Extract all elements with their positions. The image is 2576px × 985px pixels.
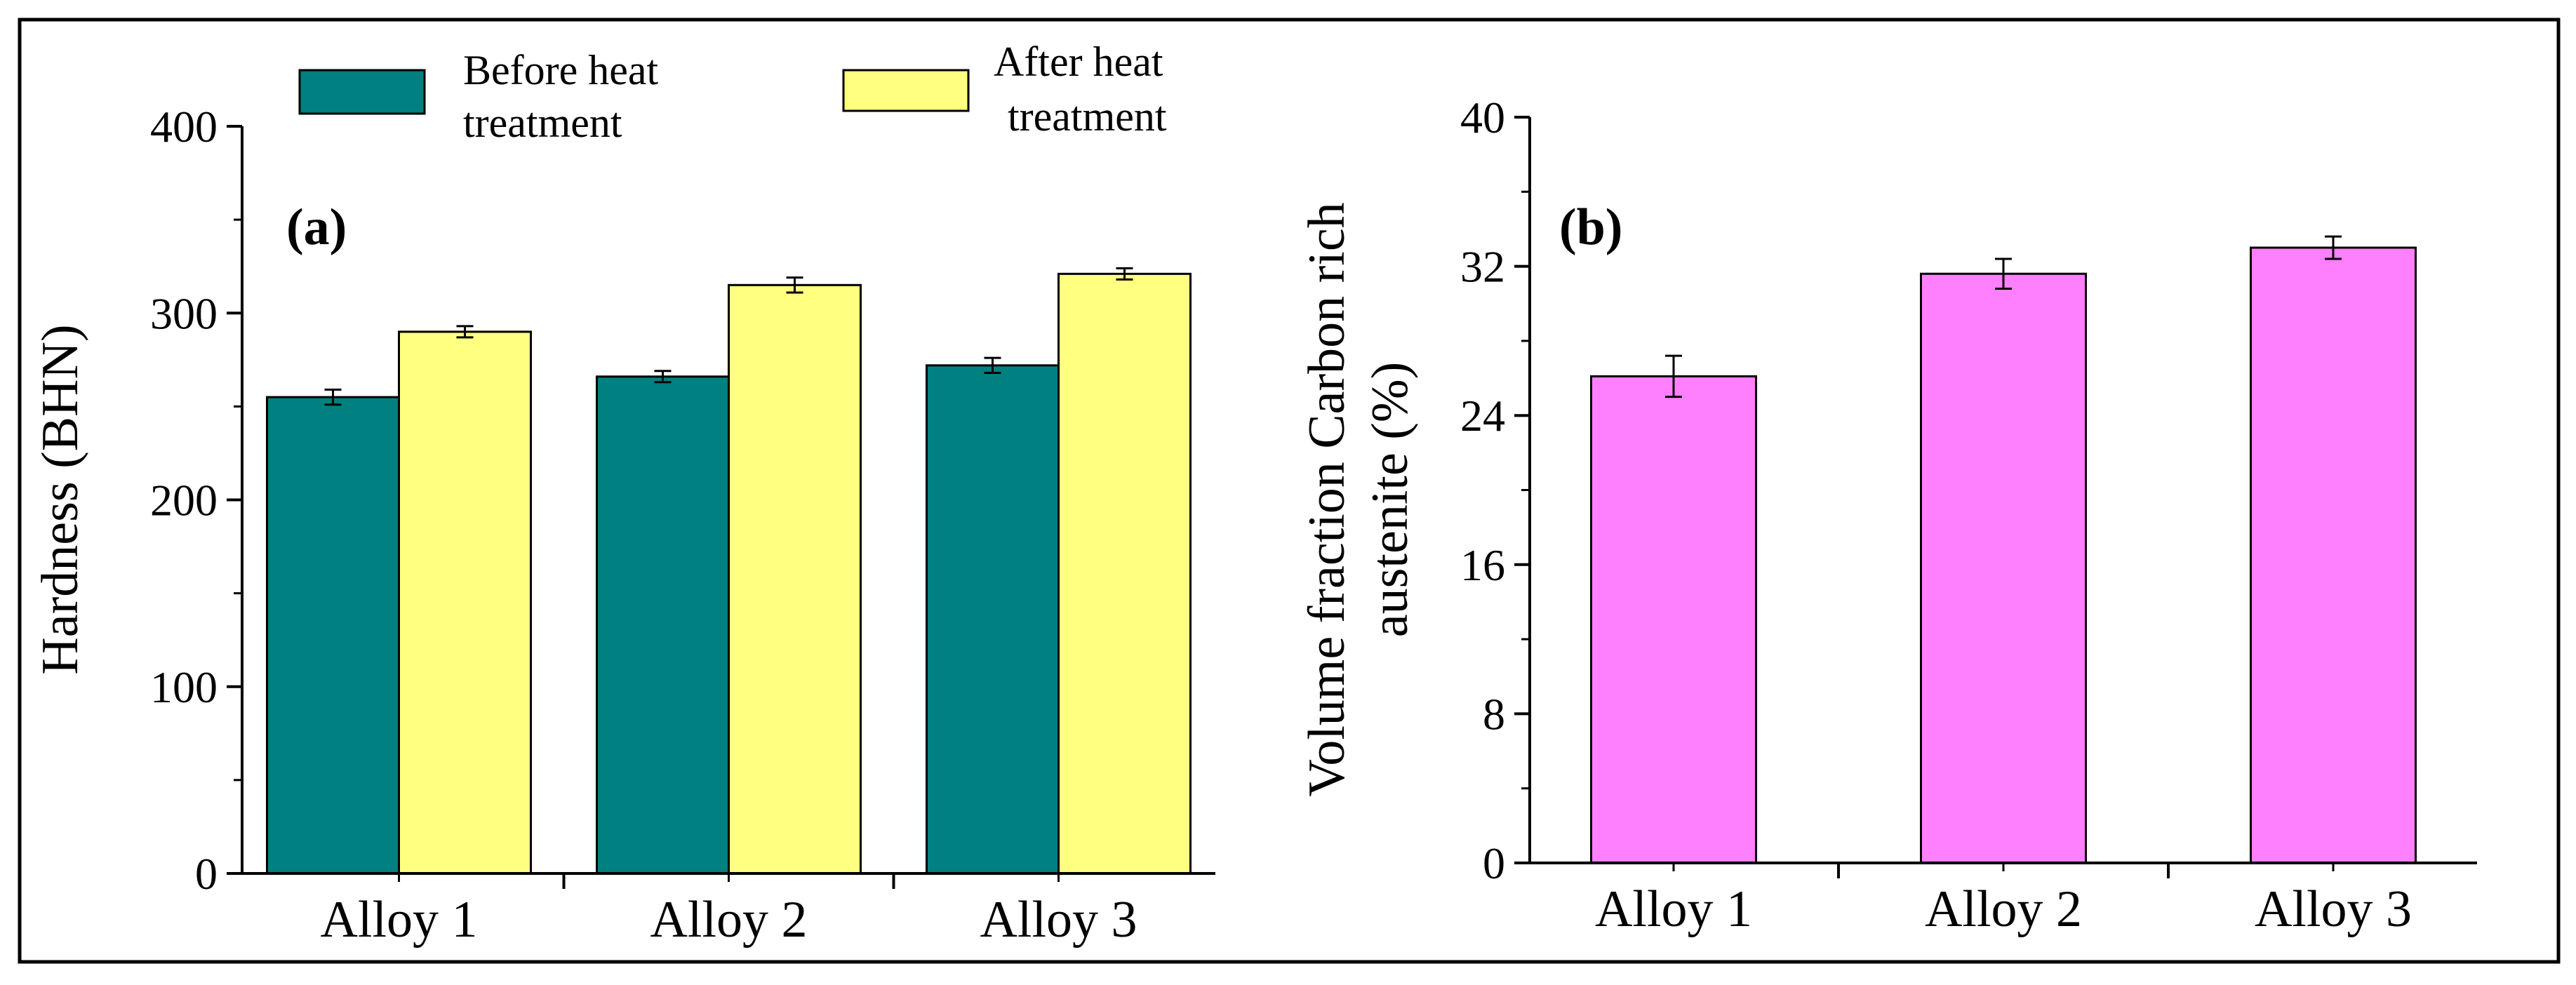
panel-a-error-bar-3-1 <box>984 356 1001 374</box>
legend-swatch-after <box>842 69 970 112</box>
panel-a-error-bar-2-1 <box>654 370 672 384</box>
legend-label-after-line2: treatment <box>1008 93 1167 140</box>
legend-label-after-line1: After heat <box>994 39 1163 85</box>
panel-b-error-bar-1-1 <box>1665 354 1682 398</box>
panel-a-error-bar-1-1 <box>324 388 342 406</box>
legend-label-before-line1: Before heat <box>463 47 659 93</box>
panel-b-axes: 0 8 16 24 32 40 Alloy 1 Alloy 2 Alloy 3 <box>1460 93 2477 938</box>
panel-a-axes: 0 100 200 300 400 Alloy 1 Alloy 2 Alloy 3 <box>150 102 1215 949</box>
panel-b-y-axis-title-line2: austenite (%) <box>1361 362 1419 637</box>
panel-a-error-bar-1-2 <box>456 325 474 339</box>
panel-a-y-tick-label: 400 <box>150 102 218 152</box>
panel-b-y-tick-label: 40 <box>1460 93 1505 142</box>
panel-a-category-label: Alloy 3 <box>980 891 1137 949</box>
panel-b-label: (b) <box>1559 199 1622 256</box>
panel-b-bar-3-1 <box>2250 246 2417 864</box>
panel-a-y-tick-label: 300 <box>150 288 218 338</box>
panel-b-y-tick-label: 16 <box>1460 540 1505 590</box>
panel-b-y-tick-label: 8 <box>1483 689 1505 739</box>
panel-a-error-bar-2-2 <box>786 276 803 294</box>
panel-a-bar-1-2 <box>398 330 532 875</box>
panel-a-category-label: Alloy 2 <box>650 891 807 949</box>
panel-b-category-label: Alloy 1 <box>1595 880 1752 938</box>
panel-a-label: (a) <box>286 199 347 256</box>
panel-a-y-tick-label: 100 <box>150 662 218 712</box>
panel-a-bar-2-2 <box>728 283 862 875</box>
chart-panel-a: 0 100 200 300 400 Alloy 1 Alloy 2 Alloy 3 (a) H… <box>32 39 1215 949</box>
legend-swatch-before <box>298 69 426 115</box>
panel-a-y-tick-label: 200 <box>150 476 218 525</box>
panel-b-y-tick-label: 32 <box>1460 242 1505 292</box>
panel-a-bar-1-1 <box>266 396 400 875</box>
panel-b-y-tick-label: 24 <box>1460 391 1505 441</box>
panel-a-y-axis-title: Hardness (BHN) <box>32 324 89 674</box>
panel-b-error-bar-2-1 <box>1995 257 2012 290</box>
panel-b-bar-1-1 <box>1590 375 1757 864</box>
panel-a-bar-2-1 <box>596 375 730 875</box>
panel-b-y-axis-title-line1: Volume fraction Carbon rich <box>1298 202 1356 796</box>
panel-a-legend: Before heat treatment After heat treatme… <box>298 39 1167 146</box>
panel-a-y-tick-label: 0 <box>195 849 218 899</box>
panel-a-bars <box>266 267 1192 875</box>
chart-panel-b: 0 8 16 24 32 40 Alloy 1 Alloy 2 Alloy 3 (b) Volu… <box>1298 93 2477 938</box>
panel-b-error-bar-3-1 <box>2325 235 2342 260</box>
panel-b-y-tick-label: 0 <box>1483 838 1505 888</box>
panel-a-bar-3-2 <box>1057 272 1192 875</box>
panel-b-category-label: Alloy 2 <box>1925 880 2082 938</box>
panel-a-bar-3-1 <box>926 364 1060 875</box>
panel-a-category-label: Alloy 1 <box>320 891 477 949</box>
legend-label-before-line2: treatment <box>463 100 622 146</box>
panel-a-error-bar-3-2 <box>1116 267 1133 281</box>
panel-b-bar-2-1 <box>1920 272 2087 864</box>
panel-b-category-label: Alloy 3 <box>2255 880 2412 938</box>
